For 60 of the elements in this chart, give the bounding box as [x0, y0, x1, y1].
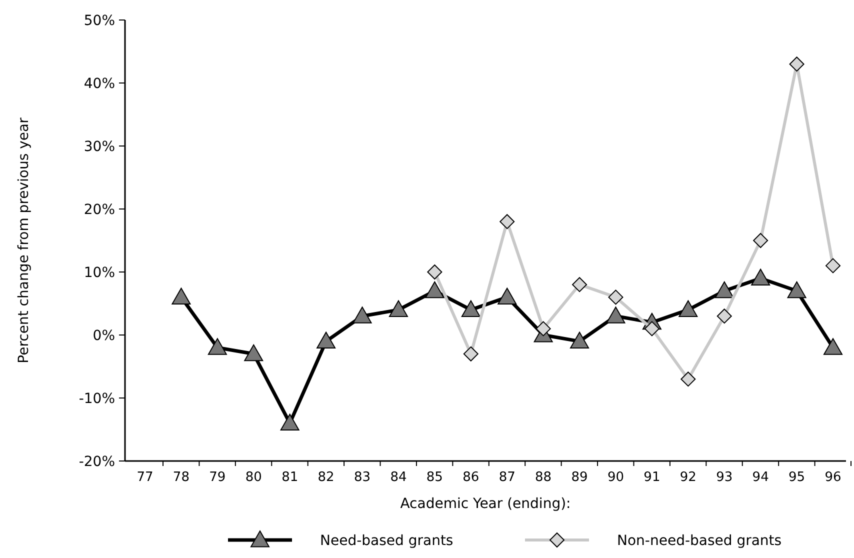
point: [572, 277, 588, 292]
x-axis-title: Academic Year (ending):: [400, 496, 571, 512]
y-tick-label: -10%: [78, 390, 115, 407]
x-tick-label: 96: [824, 470, 842, 485]
y-tick-label: 0%: [92, 328, 115, 344]
x-tick-label: 78: [172, 470, 190, 485]
y-tick-label: 20%: [84, 202, 115, 218]
x-tick-label: 91: [644, 470, 660, 485]
y-tick-label: 40%: [84, 76, 115, 92]
point: [824, 338, 842, 355]
point: [714, 281, 734, 298]
point: [208, 338, 227, 355]
point: [753, 233, 768, 248]
point: [716, 308, 732, 324]
point: [425, 281, 444, 298]
legend-label: Need-based grants: [320, 532, 454, 549]
x-tick-label: 89: [571, 470, 588, 485]
point: [500, 214, 515, 230]
y-axis-title: Percent change from previous year: [16, 117, 32, 364]
y-tick-label: 30%: [84, 138, 115, 155]
point: [789, 56, 804, 72]
point: [244, 344, 264, 362]
point: [570, 332, 590, 349]
point: [678, 300, 698, 318]
point: [606, 306, 626, 324]
x-tick-label: 85: [426, 470, 443, 485]
point: [463, 346, 478, 362]
x-tick-label: 81: [282, 470, 298, 485]
x-tick-label: 77: [136, 470, 154, 485]
x-tick-label: 92: [680, 470, 696, 485]
x-tick-label: 84: [390, 470, 407, 485]
x-tick-label: 95: [788, 470, 806, 485]
point: [826, 258, 840, 274]
y-tick-label: 10%: [84, 264, 115, 281]
y-tick-label: -20%: [78, 454, 115, 470]
x-tick-label: 79: [209, 470, 226, 485]
point: [461, 300, 480, 318]
x-tick-label: 88: [535, 470, 552, 485]
x-tick-label: 87: [498, 470, 516, 485]
x-tick-label: 93: [716, 470, 733, 485]
point: [352, 306, 372, 324]
point: [498, 288, 517, 304]
point: [280, 414, 300, 430]
point: [680, 372, 696, 387]
point: [172, 288, 191, 304]
point: [536, 321, 551, 336]
point: [751, 268, 770, 286]
legend-label: Non-need-based grants: [617, 532, 782, 549]
point: [316, 332, 336, 349]
point: [427, 264, 442, 280]
x-tick-label: 80: [245, 470, 262, 485]
point: [787, 281, 806, 298]
x-tick-label: 90: [607, 470, 624, 485]
x-tick-label: 82: [318, 470, 334, 485]
x-tick-label: 86: [462, 470, 480, 485]
point: [608, 290, 624, 305]
x-tick-label: 83: [354, 470, 371, 485]
point: [388, 300, 408, 318]
y-tick-label: 50%: [84, 12, 115, 29]
x-tick-label: 94: [752, 470, 769, 485]
